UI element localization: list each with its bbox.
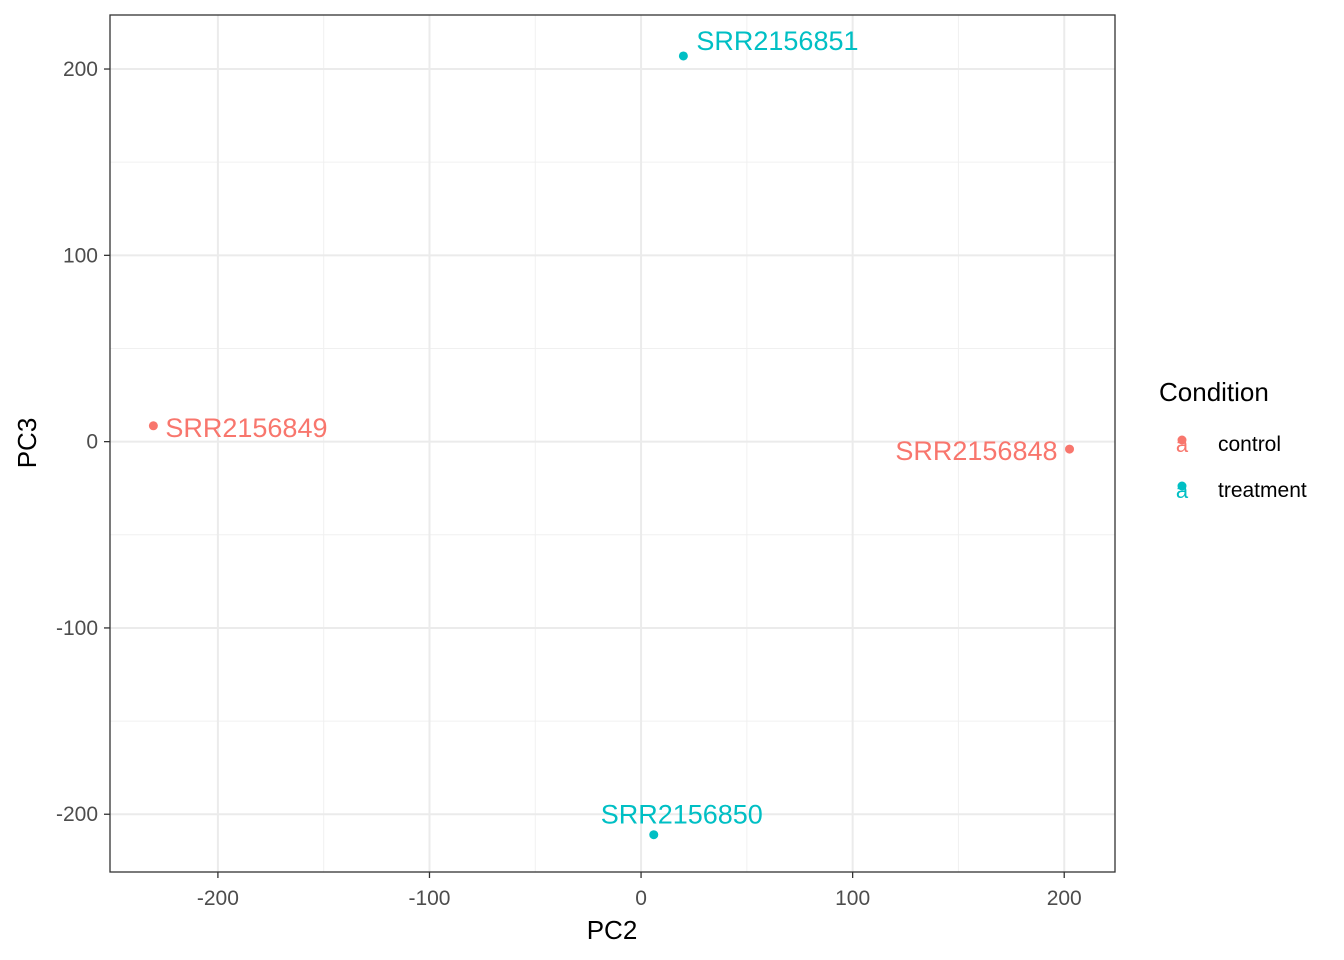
x-tick-label: 100 [835, 887, 870, 910]
minor-gridlines [110, 15, 1115, 872]
data-point [1065, 444, 1075, 454]
point-label: SRR2156849 [165, 413, 327, 443]
y-axis-ticks: -200 -100 0 100 200 [56, 58, 110, 826]
legend-key-point [1177, 435, 1187, 445]
x-axis-title: PC2 [587, 915, 638, 945]
point-label: SRR2156851 [696, 26, 858, 56]
point-label: SRR2156850 [601, 800, 763, 830]
major-gridlines [110, 15, 1115, 872]
y-tick-label: -100 [56, 617, 98, 640]
y-tick-label: -200 [56, 803, 98, 826]
data-point [678, 51, 688, 61]
legend-label: treatment [1218, 479, 1307, 502]
legend-key-glyph: a [1176, 478, 1189, 503]
x-tick-label: 200 [1047, 887, 1082, 910]
point-label: SRR2156848 [895, 436, 1057, 466]
y-tick-label: 200 [63, 58, 98, 81]
x-tick-label: -100 [408, 887, 450, 910]
panel-background [110, 15, 1115, 872]
data-point [148, 421, 158, 431]
legend: Condition a control a treatment [1159, 377, 1307, 503]
y-tick-label: 100 [63, 244, 98, 267]
legend-label: control [1218, 433, 1281, 456]
data-point [649, 830, 659, 840]
x-axis-ticks: -200 -100 0 100 200 [197, 872, 1082, 910]
x-tick-label: 0 [635, 887, 647, 910]
y-axis-title: PC3 [12, 418, 42, 469]
panel-border [109, 14, 1116, 873]
y-tick-label: 0 [86, 431, 98, 454]
x-tick-label: -200 [197, 887, 239, 910]
legend-key-point [1177, 481, 1187, 491]
data-points: SRR2156848 SRR2156849 SRR2156850 SRR2156851 [148, 26, 1075, 840]
legend-key-glyph: a [1176, 432, 1189, 457]
legend-title: Condition [1159, 377, 1269, 407]
